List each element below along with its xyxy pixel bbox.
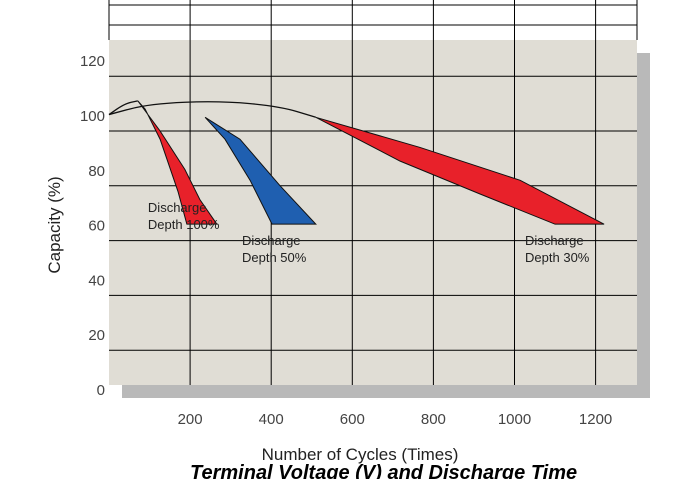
y-tick-label: 60 bbox=[88, 218, 105, 235]
marks: Discharge Depth 100% Discharge Depth 50% D… bbox=[108, 100, 605, 266]
area bbox=[137, 100, 218, 225]
y-tick-label: 80 bbox=[88, 163, 105, 180]
y-tick-label: 120 bbox=[80, 53, 105, 70]
x-tick-label: 1200 bbox=[579, 411, 612, 428]
series-label: Discharge Depth 30% bbox=[525, 233, 590, 266]
y-tick-label: 100 bbox=[80, 108, 105, 125]
y-tick-label: 20 bbox=[88, 327, 105, 344]
x-axis-label: Number of Cycles (Times) bbox=[262, 445, 459, 464]
series-label: Discharge Depth 50% bbox=[242, 233, 307, 266]
area bbox=[315, 116, 605, 225]
x-tick-label: 200 bbox=[178, 411, 203, 428]
curve bbox=[108, 101, 316, 118]
caption: Terminal Voltage (V) and Discharge Time bbox=[190, 462, 577, 479]
area bbox=[204, 116, 317, 225]
y-axis-label: Capacity (%) bbox=[45, 176, 64, 273]
series-label: Discharge Depth 100% bbox=[147, 200, 220, 233]
y-tick-label: 40 bbox=[88, 272, 105, 289]
x-tick-label: 600 bbox=[340, 411, 365, 428]
annotation: Discharge Depth 50% bbox=[242, 233, 307, 266]
y-tick-label: 0 bbox=[97, 382, 105, 399]
annotation: Discharge Depth 30% bbox=[525, 233, 590, 266]
x-tick-label: 800 bbox=[421, 411, 446, 428]
annotation: Discharge Depth 100% bbox=[147, 200, 220, 233]
curve bbox=[108, 100, 138, 116]
grid bbox=[109, 0, 637, 385]
x-tick-label: 400 bbox=[259, 411, 284, 428]
x-tick-label: 1000 bbox=[498, 411, 531, 428]
